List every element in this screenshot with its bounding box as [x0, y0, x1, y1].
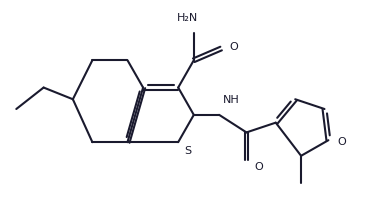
- Text: O: O: [230, 42, 238, 52]
- Text: O: O: [254, 162, 263, 172]
- Text: S: S: [184, 146, 191, 156]
- Text: O: O: [337, 137, 346, 147]
- Text: H₂N: H₂N: [177, 13, 199, 23]
- Text: NH: NH: [223, 95, 240, 105]
